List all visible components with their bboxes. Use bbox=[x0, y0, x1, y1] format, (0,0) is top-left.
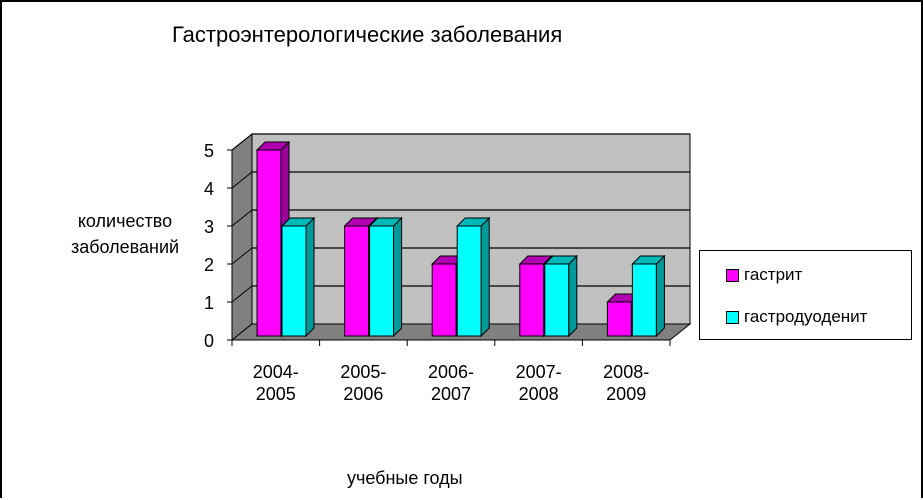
x-tick-label: 2005 bbox=[256, 384, 296, 404]
bar bbox=[544, 263, 570, 337]
bar bbox=[431, 263, 457, 337]
bar bbox=[519, 263, 545, 337]
gridline-side bbox=[231, 133, 253, 151]
x-tick-label: 2008- bbox=[603, 362, 649, 382]
bar bbox=[631, 263, 657, 337]
gridline-side bbox=[231, 171, 253, 189]
gridline-side bbox=[231, 209, 253, 227]
y-tick-label: 2 bbox=[204, 255, 214, 275]
bar-top bbox=[255, 141, 291, 151]
y-tick-label: 1 bbox=[204, 293, 214, 313]
plot-side-wall bbox=[231, 132, 253, 342]
bar-top bbox=[368, 217, 403, 227]
y-tick-label: 5 bbox=[204, 141, 214, 161]
bar-side bbox=[568, 254, 578, 338]
legend-item-gastroduodenitis: гастродуоденит bbox=[726, 305, 867, 329]
bar bbox=[456, 225, 482, 337]
x-tick-label: 2007- bbox=[516, 362, 562, 382]
y-axis-label-line-1: количество bbox=[77, 211, 173, 231]
bar-side bbox=[655, 254, 665, 338]
y-tick-label: 4 bbox=[204, 179, 214, 199]
legend-label-gastritis: гастрит bbox=[744, 265, 803, 284]
y-axis-label-line-2: заболеваний bbox=[70, 237, 180, 257]
legend-swatch-gastritis bbox=[726, 268, 739, 282]
y-tick-label: 3 bbox=[204, 217, 214, 237]
bar-top bbox=[631, 255, 666, 265]
x-tick-label: 2007 bbox=[431, 384, 471, 404]
legend: гастрит гастродуоденит bbox=[699, 250, 912, 340]
bar bbox=[344, 225, 370, 337]
bar bbox=[281, 225, 307, 337]
bar-top bbox=[343, 217, 378, 227]
chart-title: Гастроэнтерологические заболевания bbox=[172, 22, 563, 47]
bar-top bbox=[455, 217, 491, 227]
legend-label-gastroduodenitis: гастродуоденит bbox=[744, 307, 868, 326]
bar-top bbox=[280, 217, 316, 227]
x-tick-label: 2005- bbox=[340, 362, 386, 382]
x-tick-label: 2006- bbox=[428, 362, 474, 382]
bar-side bbox=[393, 216, 403, 338]
gridline-side bbox=[231, 285, 253, 303]
bar-side bbox=[480, 216, 490, 338]
bar-top bbox=[518, 255, 554, 265]
gridline-side bbox=[231, 247, 253, 265]
bar bbox=[369, 225, 395, 337]
bar bbox=[606, 301, 632, 337]
x-tick-label: 2008 bbox=[519, 384, 559, 404]
x-axis-label: учебные годы bbox=[347, 468, 463, 488]
y-axis-label: количество заболеваний bbox=[30, 208, 220, 260]
y-tick-label: 0 bbox=[204, 331, 214, 351]
bar-top bbox=[543, 255, 579, 265]
x-tick-label: 2009 bbox=[606, 384, 646, 404]
bar-side bbox=[305, 216, 315, 338]
x-tick-label: 2006 bbox=[343, 384, 383, 404]
bar bbox=[256, 149, 282, 337]
legend-item-gastritis: гастрит bbox=[726, 263, 802, 287]
legend-swatch-gastroduodenitis bbox=[726, 310, 739, 324]
x-tick-label: 2004- bbox=[253, 362, 299, 382]
